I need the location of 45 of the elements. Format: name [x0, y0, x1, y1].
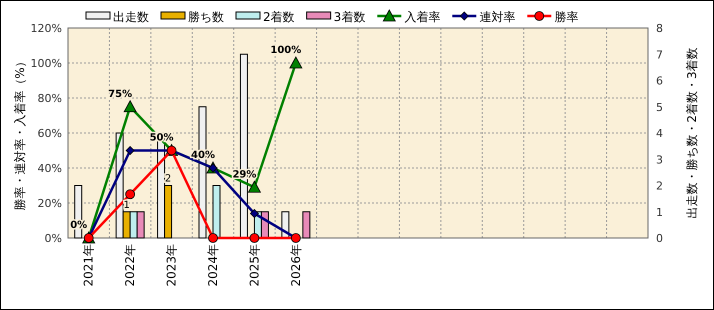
y2-axis-title: 出走数・勝ち数・2着数・3着数	[685, 47, 699, 219]
legend-label: 入着率	[404, 10, 440, 24]
legend-label: 2着数	[263, 10, 295, 24]
bar	[136, 211, 145, 238]
point	[250, 233, 260, 243]
legend-label: 勝ち数	[188, 10, 224, 24]
y-tick-label: 20%	[38, 197, 62, 210]
y2-tick-label: 1	[656, 206, 663, 219]
point	[289, 56, 302, 68]
x-tick-label: 2026年	[288, 244, 303, 287]
y2-tick-label: 5	[656, 100, 663, 114]
x-tick-label: 2024年	[206, 244, 220, 287]
point	[208, 233, 218, 243]
point	[125, 189, 136, 200]
y-tick-label: 60%	[38, 127, 62, 140]
y2-tick-label: 6	[656, 74, 663, 88]
data-label: 1	[123, 200, 130, 211]
x-tick-label: 2022年	[123, 244, 138, 287]
point	[248, 180, 261, 193]
y2-tick-label: 2	[656, 180, 663, 192]
y2-tick-label: 3	[656, 153, 663, 166]
y-tick-label: 120%	[30, 22, 62, 35]
x-tick-label: 2025年	[247, 244, 262, 287]
x-tick-label: 2023年	[164, 244, 179, 287]
data-label: 75%	[108, 88, 132, 100]
point	[126, 146, 135, 155]
y-tick-label: 100%	[30, 57, 62, 70]
data-label: 100%	[270, 45, 302, 56]
x-tick-label: 2021年	[82, 244, 96, 287]
y2-tick-label: 0	[656, 232, 663, 245]
y-tick-label: 0%	[44, 232, 62, 245]
legend-label: 連対率	[479, 10, 516, 24]
y-axis-title: 勝率・連対率・入着率（%）	[13, 55, 27, 211]
y-tick-label: 40%	[38, 162, 62, 175]
legend-label: 勝率	[554, 10, 578, 24]
legend-label: 出走数	[113, 10, 149, 24]
y-tick-label: 80%	[38, 92, 62, 105]
y2-tick-label: 4	[656, 127, 663, 140]
y2-tick-label: 8	[656, 22, 663, 35]
point	[124, 100, 137, 112]
y2-tick-label: 7	[656, 48, 663, 62]
bar	[302, 211, 310, 238]
legend-label: 3着数	[334, 10, 366, 24]
data-label: 2	[164, 174, 172, 184]
point	[250, 209, 259, 218]
